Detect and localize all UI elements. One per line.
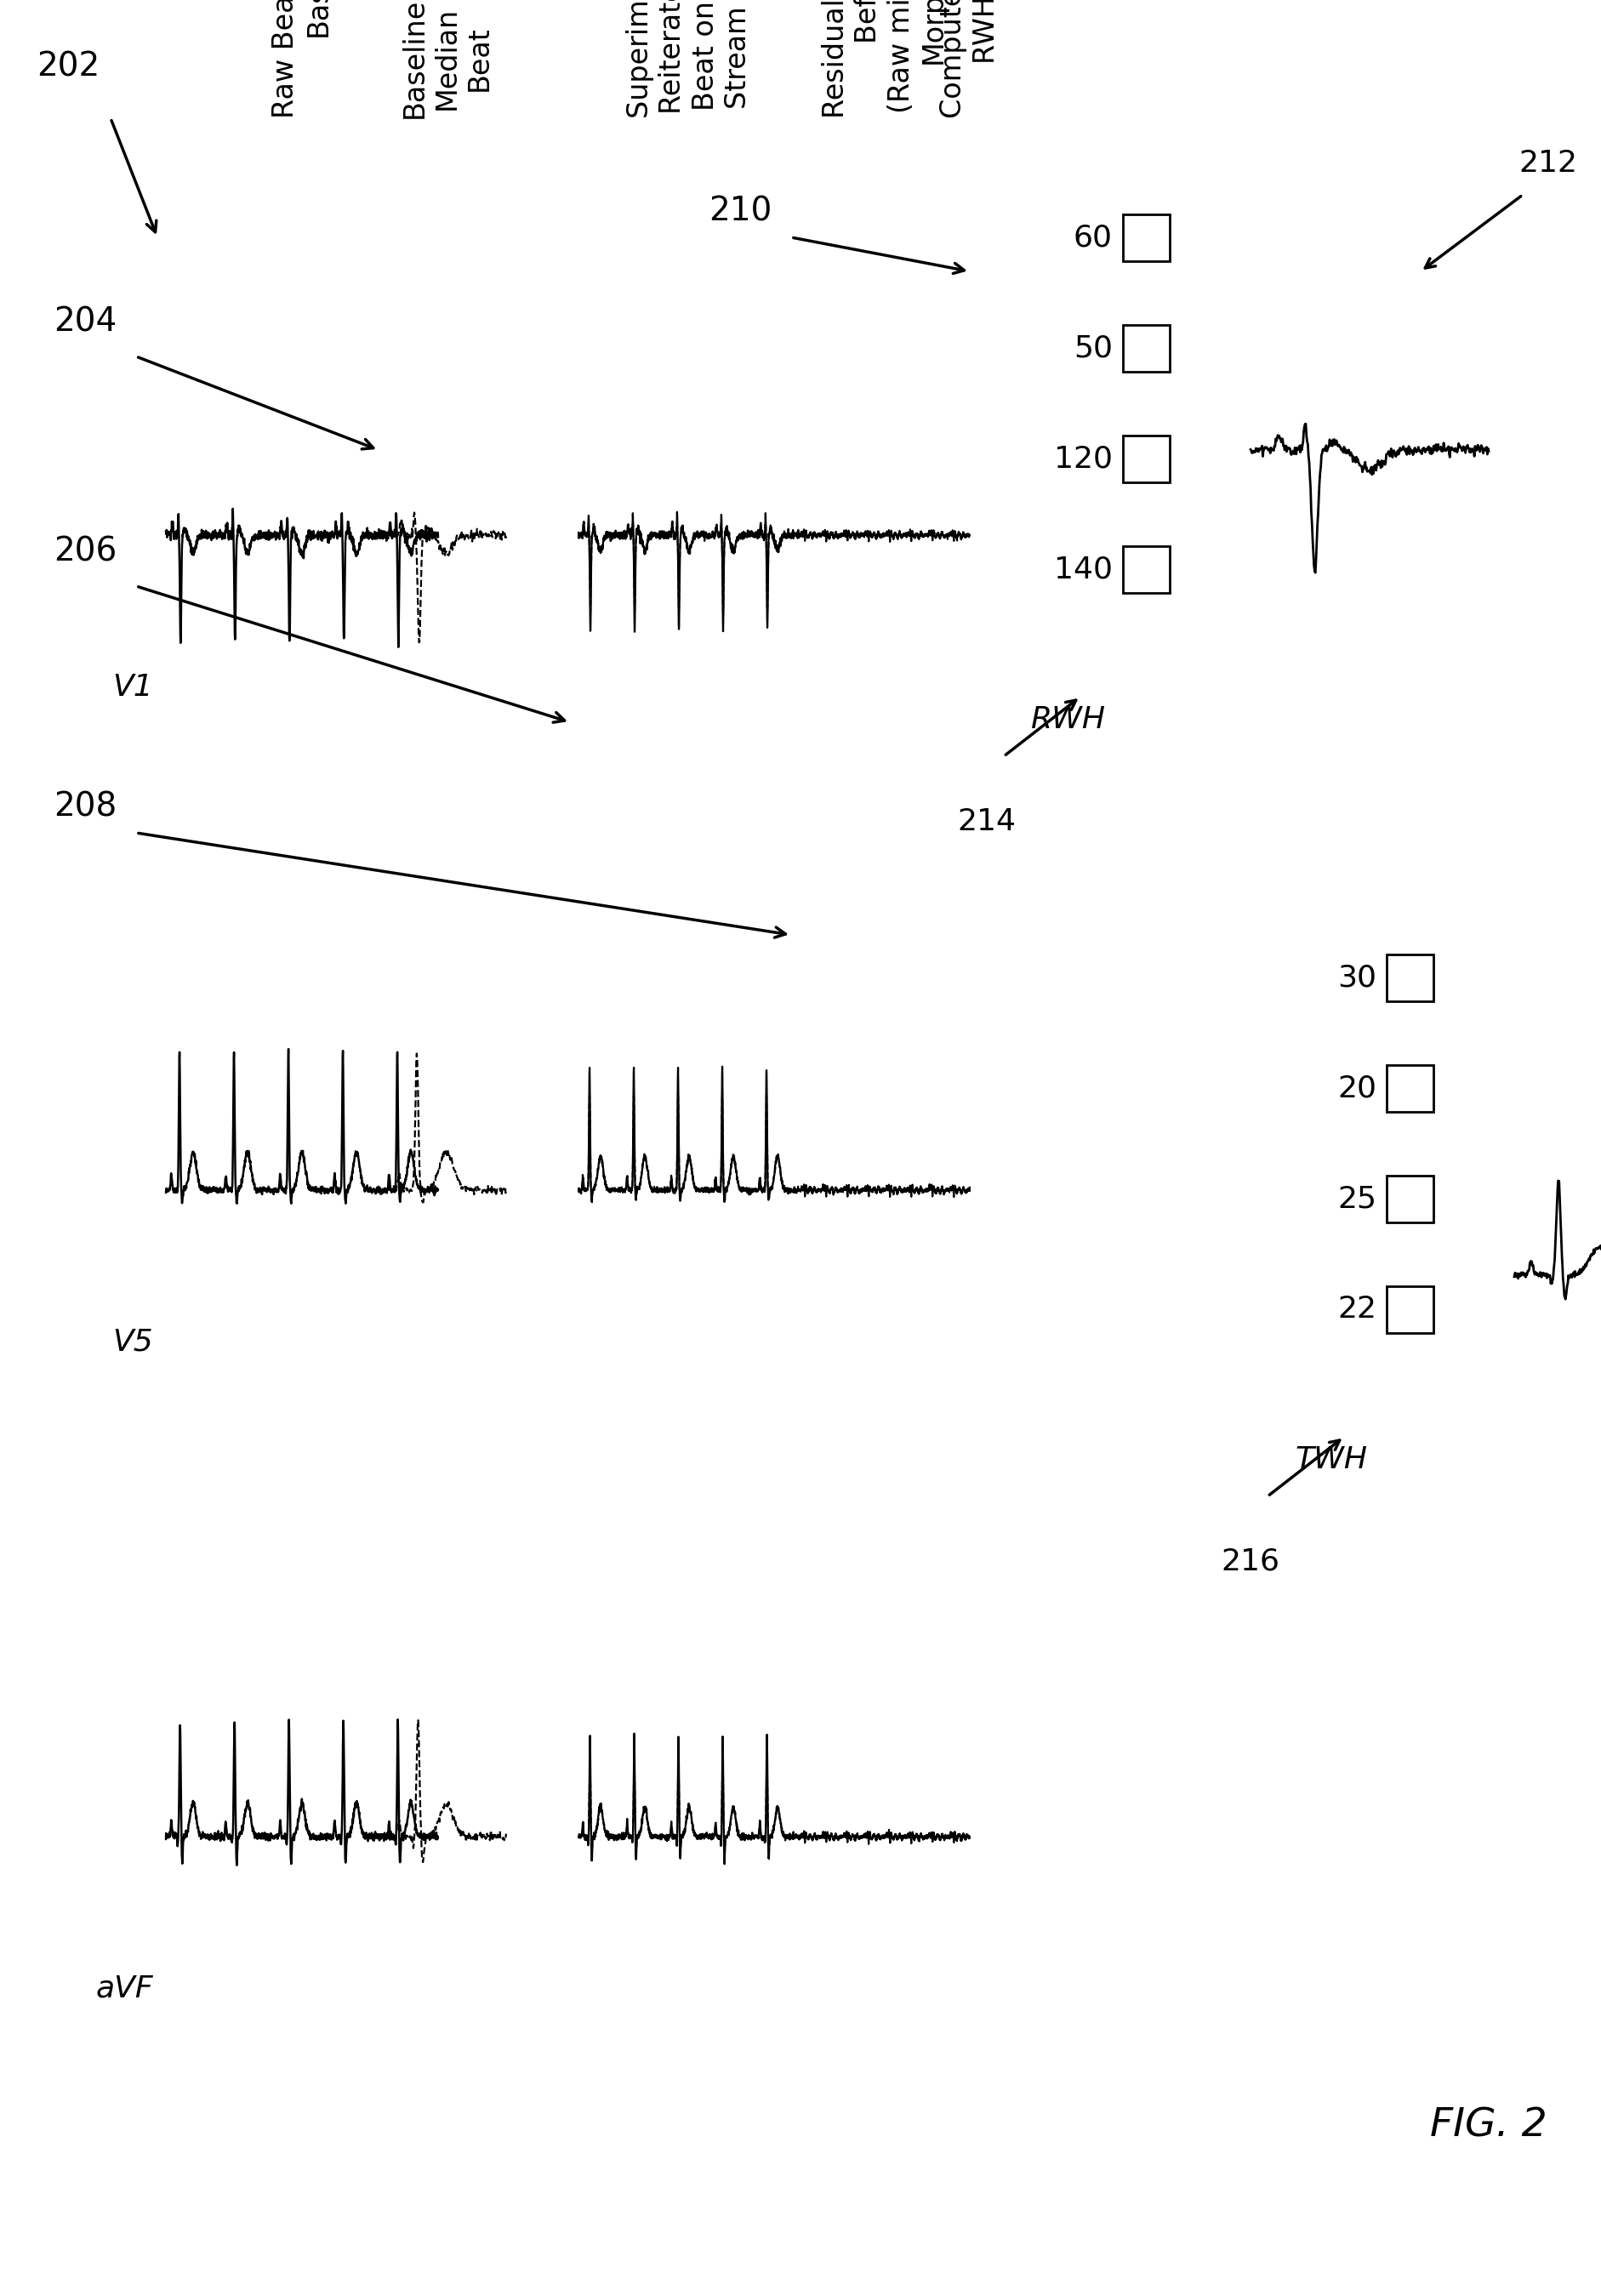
Text: 202: 202 <box>37 51 99 83</box>
Text: Residual Waveforms
Before VT
(Raw minus Median
Morphology): Residual Waveforms Before VT (Raw minus … <box>821 0 948 119</box>
Text: V1: V1 <box>112 673 154 703</box>
Bar <box>1122 436 1169 482</box>
Text: 204: 204 <box>53 305 117 338</box>
Text: RWH: RWH <box>1029 705 1105 735</box>
Text: 208: 208 <box>53 792 117 824</box>
Text: 212: 212 <box>1518 149 1577 177</box>
Bar <box>1386 1065 1433 1111</box>
Text: 120: 120 <box>1053 443 1113 473</box>
Text: V5: V5 <box>112 1327 154 1357</box>
Text: TWH: TWH <box>1295 1444 1367 1474</box>
Text: 60: 60 <box>1073 223 1113 253</box>
Text: Compute Beat to Beat
RWH and TWH: Compute Beat to Beat RWH and TWH <box>940 0 999 119</box>
Bar <box>1122 324 1169 372</box>
Text: 140: 140 <box>1053 556 1113 583</box>
Text: 50: 50 <box>1073 333 1113 363</box>
Text: Superimposition of
Reiterated Median
Beat on Raw Beat
Stream before VT: Superimposition of Reiterated Median Bea… <box>626 0 751 119</box>
Text: 210: 210 <box>708 195 772 227</box>
Text: 20: 20 <box>1337 1075 1375 1102</box>
Text: Baseline
Median
Beat: Baseline Median Beat <box>400 0 493 119</box>
Bar <box>1386 955 1433 1001</box>
Text: aVF: aVF <box>96 1975 154 2004</box>
Text: Raw Beat Stream at
Baseline: Raw Beat Stream at Baseline <box>272 0 331 119</box>
Bar <box>1386 1176 1433 1221</box>
Text: 206: 206 <box>53 535 117 567</box>
Text: 214: 214 <box>957 808 1015 836</box>
Text: 25: 25 <box>1337 1185 1375 1212</box>
Bar <box>1386 1286 1433 1332</box>
Text: FIG. 2: FIG. 2 <box>1430 2108 1547 2144</box>
Text: 22: 22 <box>1337 1295 1375 1325</box>
Text: 30: 30 <box>1337 962 1375 992</box>
Bar <box>1122 546 1169 592</box>
Text: 216: 216 <box>1220 1548 1279 1577</box>
Bar <box>1122 214 1169 262</box>
